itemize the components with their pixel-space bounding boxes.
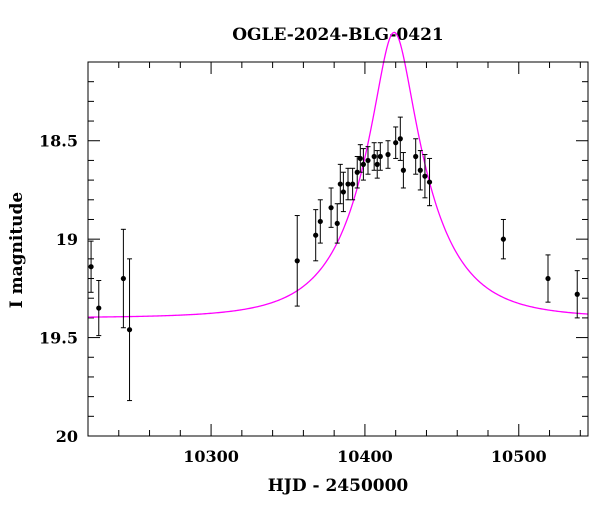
y-tick-label: 18.5 [39, 132, 78, 151]
data-point [334, 220, 340, 227]
x-tick-label: 10300 [183, 447, 239, 466]
data-point [328, 205, 334, 211]
data-point [360, 161, 366, 167]
data-point [417, 167, 423, 173]
data-point [96, 305, 102, 311]
data-point [393, 140, 399, 146]
data-point [374, 161, 380, 167]
data-point [317, 218, 323, 225]
data-point [400, 167, 406, 173]
axis-ticks [87, 61, 588, 437]
x-axis-label: HJD - 2450000 [268, 476, 409, 496]
data-point [365, 157, 371, 164]
data-point [385, 151, 391, 158]
model-curve-group [87, 31, 589, 318]
data-point [313, 232, 319, 238]
data-point [500, 236, 506, 242]
data-point [413, 153, 419, 160]
data-point [345, 181, 351, 187]
data-point [126, 327, 133, 333]
data-point [354, 169, 360, 175]
data-point [350, 181, 356, 187]
x-tick-label: 10500 [491, 447, 547, 466]
tick-labels: 10300 10400 10500 18.5 19 19.5 20 [39, 132, 547, 466]
data-point [357, 155, 363, 162]
data-point [422, 173, 428, 179]
y-tick-label: 19 [56, 230, 78, 249]
data-points-group [88, 116, 580, 402]
y-tick-label: 20 [56, 427, 78, 446]
data-point [397, 136, 403, 142]
data-point [120, 275, 126, 282]
data-point [337, 181, 343, 187]
y-axis-label: I magnitude [7, 192, 27, 309]
data-point [88, 264, 94, 270]
data-point [574, 291, 580, 297]
chart-title: OGLE-2024-BLG-0421 [232, 25, 444, 45]
model-curve [87, 31, 589, 318]
data-point [426, 179, 433, 185]
x-tick-label: 10400 [337, 447, 393, 466]
data-point [371, 153, 377, 160]
y-tick-label: 19.5 [39, 329, 78, 348]
plot-frame [87, 61, 589, 437]
data-point [377, 153, 383, 160]
data-point [340, 189, 346, 195]
data-point [294, 258, 300, 264]
data-point [545, 275, 551, 282]
